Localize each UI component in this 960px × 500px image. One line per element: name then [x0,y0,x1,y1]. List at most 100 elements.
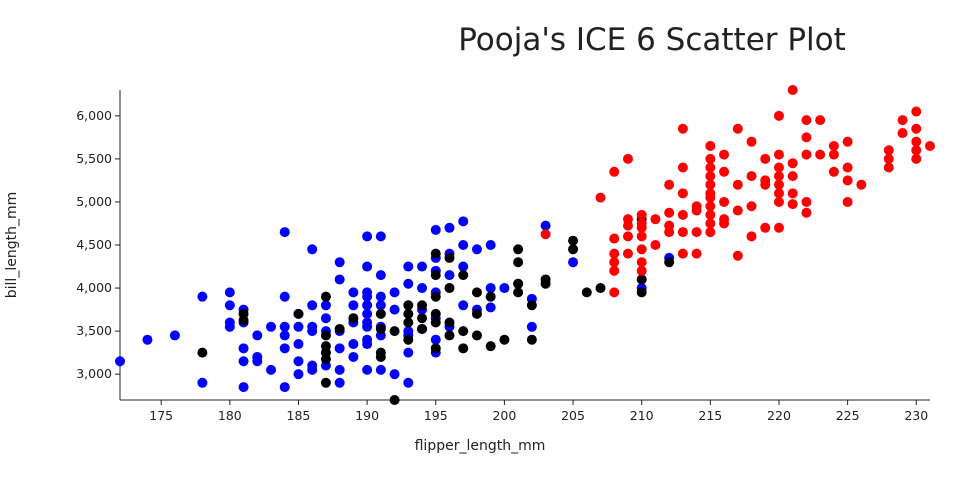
scatter-point-blue [362,231,372,241]
scatter-point-black [596,283,606,293]
scatter-point-blue [280,343,290,353]
scatter-point-red [678,249,688,259]
scatter-point-red [692,206,702,216]
scatter-point-blue [307,365,317,375]
y-tick-label: 6,000 [76,108,112,123]
x-tick-label: 215 [698,408,722,423]
x-tick-label: 195 [424,408,448,423]
scatter-point-black [444,318,454,328]
scatter-point-blue [362,292,372,302]
scatter-point-red [705,141,715,151]
x-tick-label: 230 [904,408,928,423]
scatter-point-blue [486,283,496,293]
scatter-point-red [609,266,619,276]
scatter-point-blue [307,300,317,310]
y-ticks: 3,000 3,500 4,000 4,500 5,000 5,500 6,000 [76,108,120,381]
scatter-point-black [321,354,331,364]
scatter-point-red [637,266,647,276]
scatter-point-red [637,244,647,254]
scatter-point-black [444,330,454,340]
scatter-point-red [733,180,743,190]
scatter-point-red [774,171,784,181]
scatter-point-blue [335,343,345,353]
scatter-point-red [596,193,606,203]
scatter-point-black [664,257,674,267]
y-tick-label: 5,500 [76,151,112,166]
scatter-point-red [678,227,688,237]
scatter-point-blue [362,309,372,319]
scatter-point-blue [266,322,276,332]
scatter-point-red [705,227,715,237]
scatter-point-black [582,287,592,297]
scatter-point-red [788,188,798,198]
scatter-point-black [472,287,482,297]
scatter-point-black [321,378,331,388]
scatter-point-blue [362,300,372,310]
scatter-point-red [733,251,743,261]
scatter-point-blue [390,305,400,315]
scatter-point-blue [431,225,441,235]
scatter-point-blue [335,274,345,284]
scatter-point-black [197,348,207,358]
scatter-point-red [541,229,551,239]
scatter-point-blue [293,322,303,332]
scatter-point-black [239,315,249,325]
scatter-point-red [705,180,715,190]
scatter-point-red [637,257,647,267]
scatter-point-black [431,318,441,328]
scatter-point-black [376,352,386,362]
scatter-point-blue [321,300,331,310]
scatter-point-blue [280,292,290,302]
scatter-point-blue [170,330,180,340]
scatter-point-black [458,326,468,336]
scatter-point-red [843,175,853,185]
scatter-point-red [678,163,688,173]
scatter-point-red [829,141,839,151]
scatter-point-blue [280,382,290,392]
scatter-point-red [774,180,784,190]
scatter-point-red [843,163,853,173]
scatter-point-red [623,154,633,164]
scatter-point-black [541,274,551,284]
scatter-point-red [898,115,908,125]
scatter-point-red [664,180,674,190]
scatter-point-blue [444,223,454,233]
x-tick-label: 210 [630,408,654,423]
scatter-point-red [843,137,853,147]
y-tick-label: 3,500 [76,323,112,338]
scatter-point-red [650,240,660,250]
scatter-point-blue [458,300,468,310]
scatter-point-blue [280,322,290,332]
scatter-point-red [774,150,784,160]
x-tick-label: 220 [767,408,791,423]
scatter-point-red [774,197,784,207]
scatter-point-black [527,300,537,310]
scatter-point-black [637,287,647,297]
x-tick-label: 190 [355,408,379,423]
scatter-point-red [774,163,784,173]
scatter-point-red [829,167,839,177]
scatter-point-red [678,124,688,134]
scatter-point-blue [307,326,317,336]
scatter-point-black [486,292,496,302]
scatter-point-red [719,150,729,160]
scatter-point-red [911,154,921,164]
scatter-point-black [348,313,358,323]
scatter-point-blue [348,300,358,310]
scatter-point-black [431,292,441,302]
scatter-point-red [705,210,715,220]
scatter-point-black [637,274,647,284]
scatter-point-blue [348,287,358,297]
scatter-point-black [390,326,400,336]
scatter-point-blue [417,283,427,293]
scatter-point-red [705,171,715,181]
scatter-point-blue [252,356,262,366]
scatter-point-blue [376,365,386,375]
scatter-point-black [472,330,482,340]
scatter-point-black [403,335,413,345]
scatter-point-red [801,132,811,142]
scatter-point-blue [225,300,235,310]
scatter-point-red [911,145,921,155]
scatter-point-red [898,128,908,138]
x-tick-label: 225 [836,408,860,423]
